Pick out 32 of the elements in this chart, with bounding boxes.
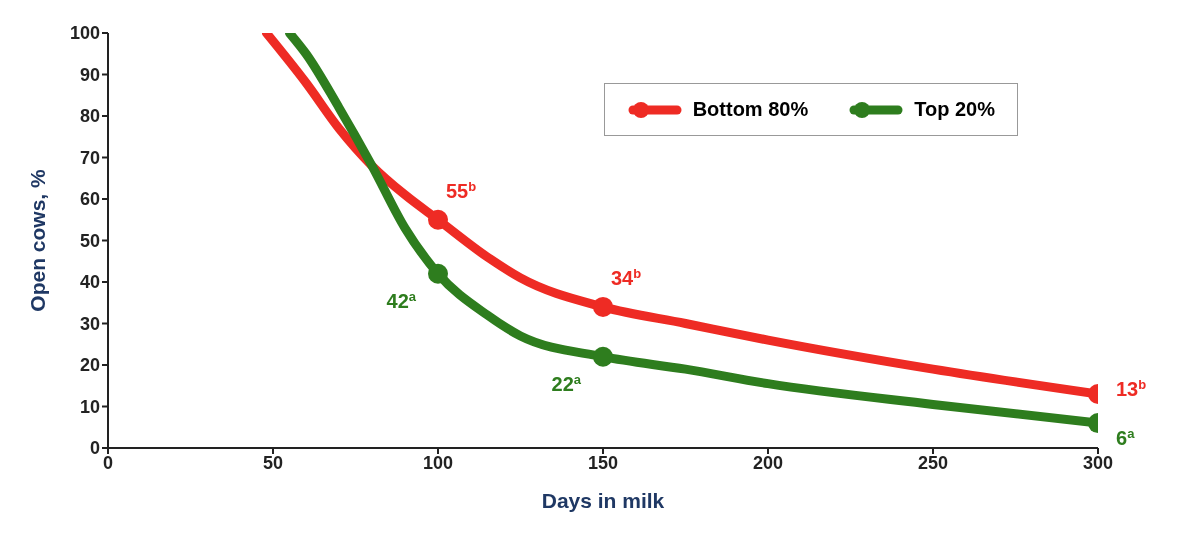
annotation: 22$^{a}$ [551, 371, 582, 395]
y-tick-label: 90 [79, 64, 100, 85]
x-tick-label: 250 [917, 452, 949, 473]
y-tick-label: 10 [79, 396, 100, 417]
y-tick-label: 0 [89, 438, 100, 459]
legend-label: Bottom 80% [692, 98, 809, 121]
x-tick-label: 100 [422, 452, 454, 473]
annotation: 34$^{b}$ [611, 265, 642, 289]
x-tick-label: 150 [587, 452, 619, 473]
point [593, 296, 613, 317]
y-tick-label: 80 [79, 106, 100, 127]
point [428, 263, 448, 284]
y-tick-label: 40 [79, 272, 100, 293]
y-tick-label: 60 [79, 189, 100, 210]
y-tick-label: 30 [79, 313, 100, 334]
x-tick-label: 0 [102, 452, 114, 473]
x-axis-title: Days in milk [541, 489, 665, 512]
annotation: 55$^{b}$ [446, 178, 477, 202]
y-tick-label: 50 [79, 230, 100, 251]
legend-label: Top 20% [914, 98, 995, 121]
annotation: 6$^{a}$ [1116, 425, 1136, 450]
y-axis-title: Open cows, % [26, 168, 50, 312]
annotation: 13$^{b}$ [1116, 376, 1147, 401]
point [428, 209, 448, 230]
x-tick-label: 300 [1082, 452, 1114, 473]
y-tick-label: 100 [69, 23, 100, 44]
y-tick-label: 70 [79, 147, 100, 168]
point [593, 346, 613, 367]
x-tick-label: 50 [262, 452, 284, 473]
y-tick-label: 20 [79, 355, 100, 376]
annotation: 42$^{a}$ [386, 288, 417, 312]
x-tick-label: 200 [752, 452, 784, 473]
